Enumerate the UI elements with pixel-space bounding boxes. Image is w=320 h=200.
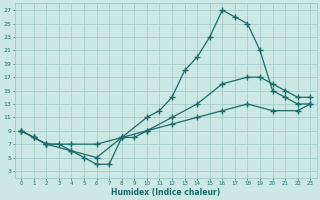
- X-axis label: Humidex (Indice chaleur): Humidex (Indice chaleur): [111, 188, 220, 197]
